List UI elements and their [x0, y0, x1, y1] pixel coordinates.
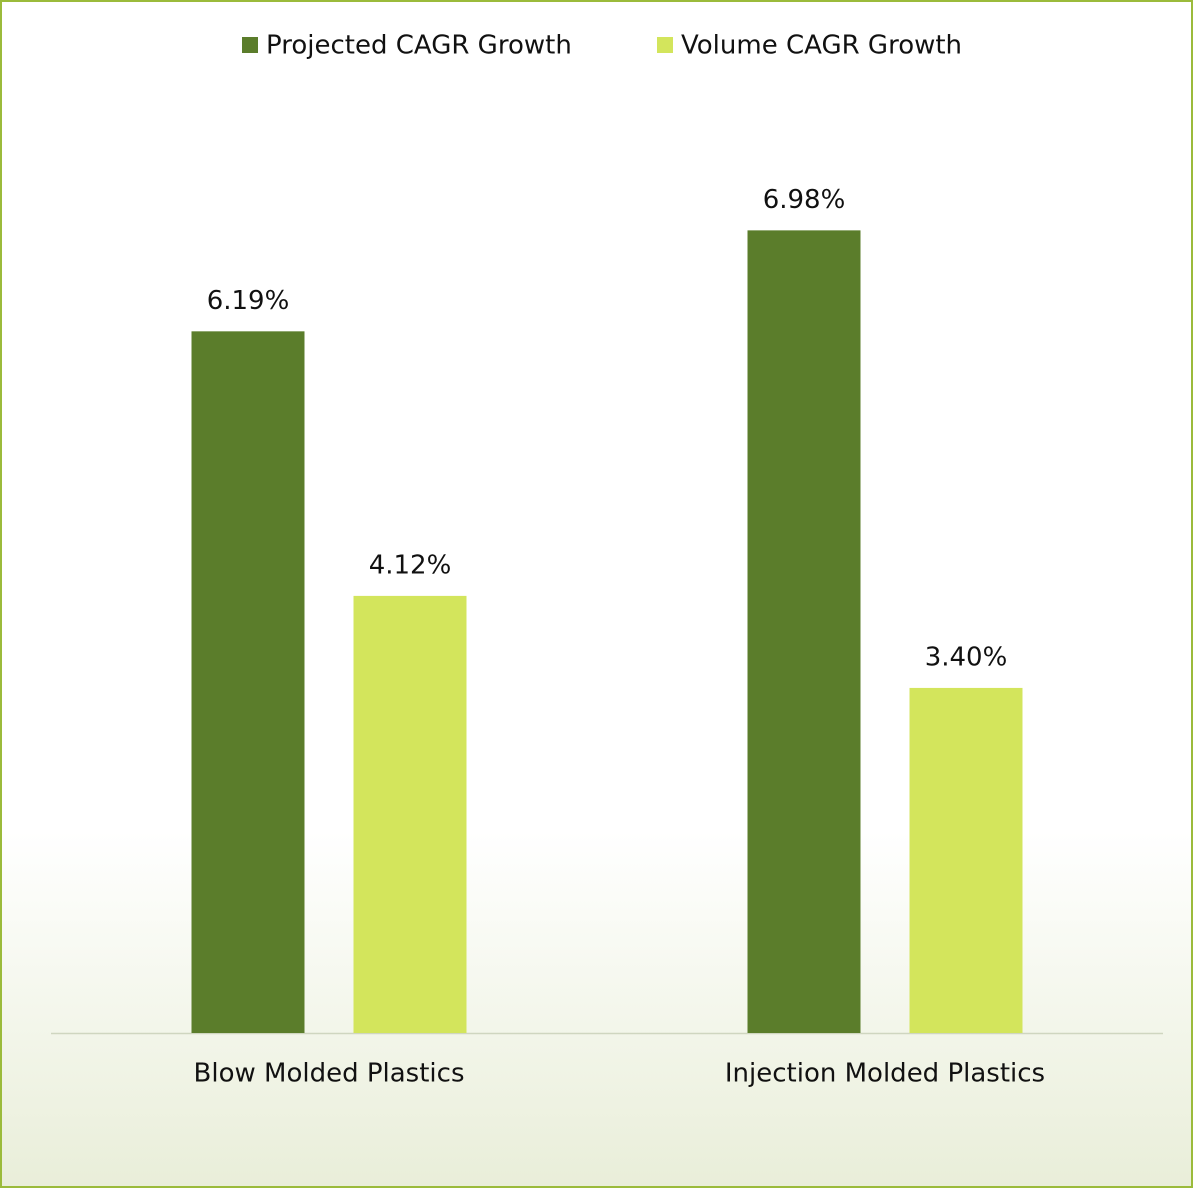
data-label: 6.98%	[763, 185, 846, 215]
legend-swatch	[242, 37, 258, 53]
x-tick-label: Injection Molded Plastics	[725, 1059, 1045, 1089]
data-label: 6.19%	[207, 286, 290, 316]
x-tick-label: Blow Molded Plastics	[194, 1059, 465, 1089]
bar	[191, 331, 305, 1033]
legend-swatch	[657, 37, 673, 53]
legend-label: Projected CAGR Growth	[266, 31, 572, 61]
bar	[353, 595, 467, 1033]
legend-label: Volume CAGR Growth	[681, 31, 962, 61]
bar	[747, 230, 861, 1033]
data-label: 4.12%	[369, 550, 452, 580]
bar	[909, 687, 1023, 1033]
data-label: 3.40%	[925, 642, 1008, 672]
